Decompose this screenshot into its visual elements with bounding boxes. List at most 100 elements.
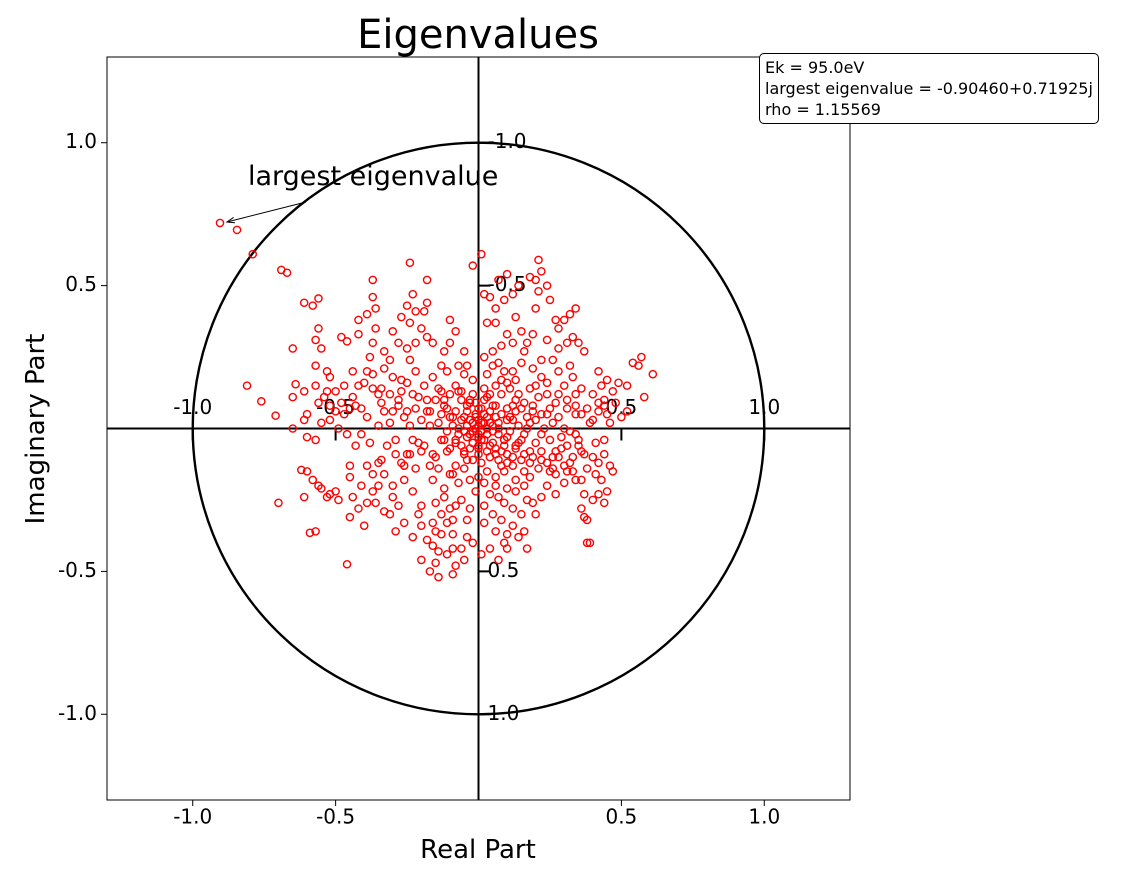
eigenvalue-point (588, 452, 598, 462)
eigenvalue-point (477, 249, 486, 259)
eigenvalue-point (408, 487, 418, 496)
eigenvalue-point (548, 418, 558, 428)
eigenvalue-point (271, 411, 280, 420)
eigenvalue-point (371, 498, 380, 508)
eigenvalue-point (465, 398, 475, 408)
eigenvalue-point (288, 392, 298, 402)
eigenvalue-point (554, 389, 563, 399)
eigenvalue-point (582, 515, 592, 525)
eigenvalue-point (477, 435, 486, 445)
eigenvalue-point (419, 381, 429, 390)
eigenvalue-point (571, 304, 580, 313)
eigenvalue-point (637, 352, 646, 362)
eigenvalue-point (405, 355, 415, 365)
eigenvalue-point (462, 515, 472, 525)
eigenvalue-point (545, 435, 555, 445)
eigenvalue-point (394, 401, 403, 410)
eigenvalue-point (454, 478, 463, 488)
eigenvalue-point (479, 501, 489, 510)
eigenvalue-point (471, 412, 480, 422)
eigenvalue-point (388, 481, 398, 490)
eigenvalue-point (385, 355, 395, 365)
eigenvalue-point (582, 404, 592, 413)
eigenvalue-point (605, 418, 615, 428)
eigenvalue-point (474, 444, 483, 453)
eigenvalue-point (554, 452, 563, 462)
eigenvalue-point (451, 435, 460, 445)
eigenvalue-point (399, 461, 409, 470)
eigenvalue-point (331, 407, 340, 416)
eigenvalue-point (431, 558, 440, 568)
eigenvalue-point (451, 561, 460, 570)
eigenvalue-point (545, 295, 555, 305)
eigenvalue-point (474, 472, 483, 482)
eigenvalue-point (585, 538, 595, 548)
eigenvalue-point (308, 475, 318, 485)
eigenvalue-point (525, 418, 535, 428)
eigenvalue-point (457, 395, 466, 405)
eigenvalue-point (457, 387, 466, 396)
eigenvalue-point (442, 404, 452, 413)
eigenvalue-point (465, 504, 475, 513)
eigenvalue-point (611, 398, 620, 408)
eigenvalue-point (528, 407, 538, 416)
eigenvalue-point (502, 544, 512, 553)
eigenvalue-point (519, 449, 529, 459)
eigenvalue-point (379, 407, 389, 416)
eigenvalue-point (379, 469, 389, 479)
eigenvalue-point (428, 372, 438, 382)
inner-y-tick-label: 1.0 (488, 701, 520, 725)
eigenvalue-point (562, 395, 572, 405)
eigenvalue-point (317, 418, 326, 428)
eigenvalue-point (408, 532, 418, 542)
eigenvalue-point (511, 487, 520, 496)
eigenvalue-point (462, 407, 472, 416)
eigenvalue-point (311, 335, 320, 345)
eigenvalue-point (454, 361, 463, 370)
eigenvalue-point (405, 449, 415, 459)
eigenvalue-point (508, 401, 518, 410)
eigenvalue-point (374, 421, 383, 430)
eigenvalue-point (571, 389, 580, 399)
eigenvalue-point (499, 367, 509, 376)
eigenvalue-point (479, 384, 489, 393)
eigenvalue-point (377, 384, 386, 393)
eigenvalue-point (414, 509, 423, 519)
eigenvalue-point (534, 255, 543, 265)
eigenvalue-point (565, 309, 575, 319)
eigenvalue-point (468, 261, 478, 270)
inner-y-tick-label: 0.5 (488, 558, 520, 582)
eigenvalue-point (422, 275, 432, 285)
eigenvalue-point (542, 481, 552, 490)
eigenvalue-point (522, 338, 532, 348)
eigenvalue-point (559, 381, 569, 390)
info-ek: Ek = 95.0eV (765, 58, 865, 77)
eigenvalue-point (417, 415, 426, 425)
eigenvalue-point (377, 398, 386, 408)
eigenvalue-point (411, 367, 420, 376)
eigenvalue-point (365, 352, 375, 362)
eigenvalue-point (371, 304, 380, 313)
eigenvalue-point (345, 472, 355, 482)
eigenvalue-point (445, 389, 455, 399)
x-tick-label: 1.0 (748, 805, 780, 829)
eigenvalue-point (388, 492, 398, 502)
eigenvalue-point (557, 432, 566, 442)
eigenvalue-point (454, 424, 463, 433)
eigenvalue-point (437, 361, 446, 370)
eigenvalue-point (391, 435, 400, 445)
eigenvalue-point (362, 461, 372, 470)
eigenvalue-point (465, 475, 475, 485)
eigenvalue-point (508, 338, 518, 348)
eigenvalue-point (577, 409, 586, 419)
eigenvalue-point (602, 409, 612, 419)
eigenvalue-point (297, 465, 306, 475)
eigenvalue-point (517, 327, 526, 336)
eigenvalue-point (471, 487, 480, 496)
eigenvalue-point (462, 455, 472, 465)
eigenvalue-point (514, 421, 523, 430)
eigenvalue-point (505, 384, 515, 393)
eigenvalue-point (419, 307, 429, 316)
eigenvalue-point (554, 412, 563, 422)
eigenvalue-point (411, 404, 420, 413)
